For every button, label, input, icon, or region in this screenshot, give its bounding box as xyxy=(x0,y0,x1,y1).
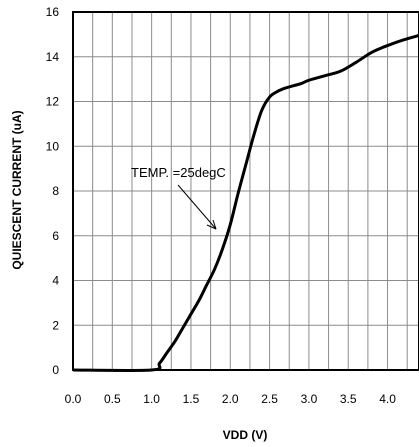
y-tick-label: 16 xyxy=(46,5,60,19)
plot-frame xyxy=(72,11,419,371)
gridlines xyxy=(73,12,419,370)
series-group xyxy=(72,34,419,372)
temperature-annotation: TEMP. =25degC xyxy=(131,165,226,180)
y-axis-title: QUIESCENT CURRENT (uA) xyxy=(10,110,24,269)
x-tick-label: 3.5 xyxy=(340,392,357,406)
y-tick-label: 6 xyxy=(52,229,59,243)
x-tick-label: 1.0 xyxy=(143,392,160,406)
x-tick-label: 1.5 xyxy=(183,392,200,406)
x-tick-label: 3.0 xyxy=(301,392,318,406)
x-axis-title: VDD (V) xyxy=(223,428,268,442)
y-tick-label: 8 xyxy=(52,184,59,198)
series-line xyxy=(72,34,419,372)
x-tick-labels: 0.0 0.5 1.0 1.5 2.0 2.5 3.0 3.5 4.0 xyxy=(65,392,397,406)
annotation-arrow-shaft xyxy=(177,184,217,230)
y-tick-labels: 0 2 4 6 8 10 12 14 16 xyxy=(46,5,60,377)
x-tick-label: 2.5 xyxy=(261,392,278,406)
y-tick-label: 4 xyxy=(52,274,59,288)
y-tick-label: 14 xyxy=(46,50,60,64)
x-tick-label: 2.0 xyxy=(222,392,239,406)
y-tick-label: 2 xyxy=(52,318,59,332)
x-tick-label: 4.0 xyxy=(379,392,396,406)
y-tick-label: 10 xyxy=(46,139,60,153)
x-tick-label: 0.0 xyxy=(65,392,82,406)
y-tick-label: 0 xyxy=(52,363,59,377)
annotation-arrow-head xyxy=(206,219,217,230)
x-tick-label: 0.5 xyxy=(104,392,121,406)
y-tick-label: 12 xyxy=(46,95,60,109)
